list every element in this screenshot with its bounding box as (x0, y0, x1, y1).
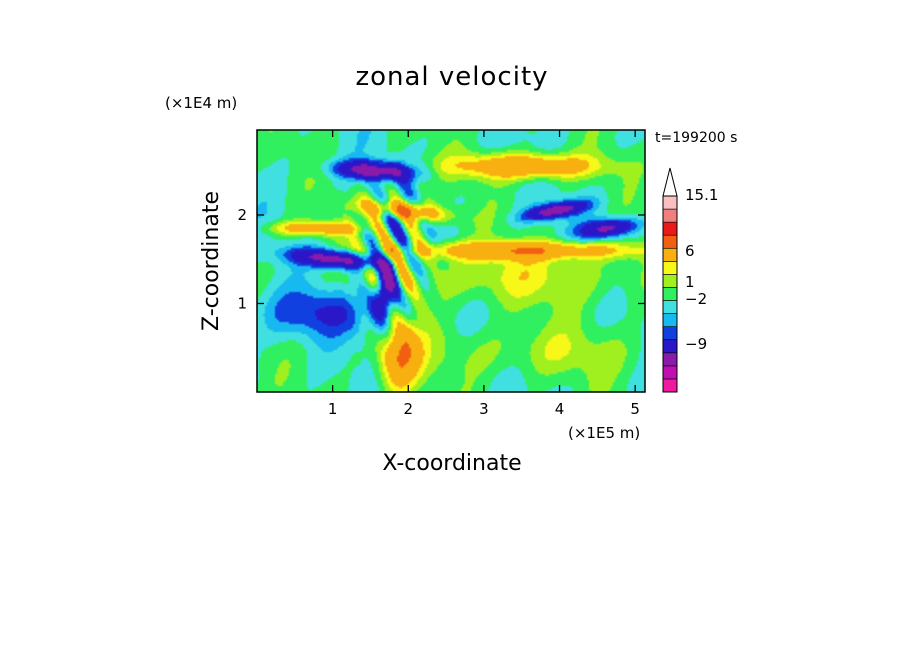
colorbar-frame (662, 195, 678, 393)
y-tick-label: 2 (237, 206, 247, 224)
x-axis: 1 2 3 4 5 (328, 130, 640, 418)
colorbar-segment (662, 378, 678, 393)
colorbar-segment (662, 221, 678, 236)
y-axis-label: Z-coordinate (199, 191, 224, 331)
y-unit-label: (×1E4 m) (165, 94, 237, 112)
colorbar-label: 6 (685, 242, 695, 260)
colorbar-segment (662, 208, 678, 223)
colorbar-segment (662, 326, 678, 341)
chart-title: zonal velocity (355, 62, 548, 92)
y-axis: 12 (237, 206, 645, 312)
x-unit-label: (×1E5 m) (568, 424, 640, 442)
x-tick-label: 5 (630, 400, 640, 418)
colorbar-segment (662, 287, 678, 301)
colorbar-segment (662, 300, 678, 314)
x-axis-label: X-coordinate (382, 451, 521, 476)
x-tick-label: 4 (555, 400, 565, 418)
colorbar-segment (662, 247, 678, 262)
x-tick-label: 2 (403, 400, 413, 418)
colorbar-segment (662, 261, 678, 275)
colorbar-segment (662, 274, 678, 288)
colorbar-segment (662, 339, 678, 354)
x-tick-label: 1 (328, 400, 338, 418)
plot-frame (256, 129, 646, 393)
plot-area (256, 129, 646, 393)
colorbar-label: 15.1 (685, 186, 718, 204)
colorbar-segment (662, 313, 678, 327)
colorbar-segment (662, 352, 678, 367)
colorbar: 15.1 6 1−2 −9 (662, 167, 718, 393)
x-tick-label: 3 (479, 400, 489, 418)
colorbar-label: 1 (685, 273, 695, 291)
colorbar-extend-arrow (662, 167, 678, 197)
colorbar-segment (662, 365, 678, 380)
colorbar-label: −2 (685, 290, 707, 308)
colorbar-segment (662, 234, 678, 249)
colorbar-label: −9 (685, 335, 707, 353)
velocity-field (257, 130, 645, 392)
colorbar-segment (662, 195, 678, 210)
time-label: t=199200 s (655, 130, 737, 146)
y-tick-label: 1 (237, 294, 247, 312)
